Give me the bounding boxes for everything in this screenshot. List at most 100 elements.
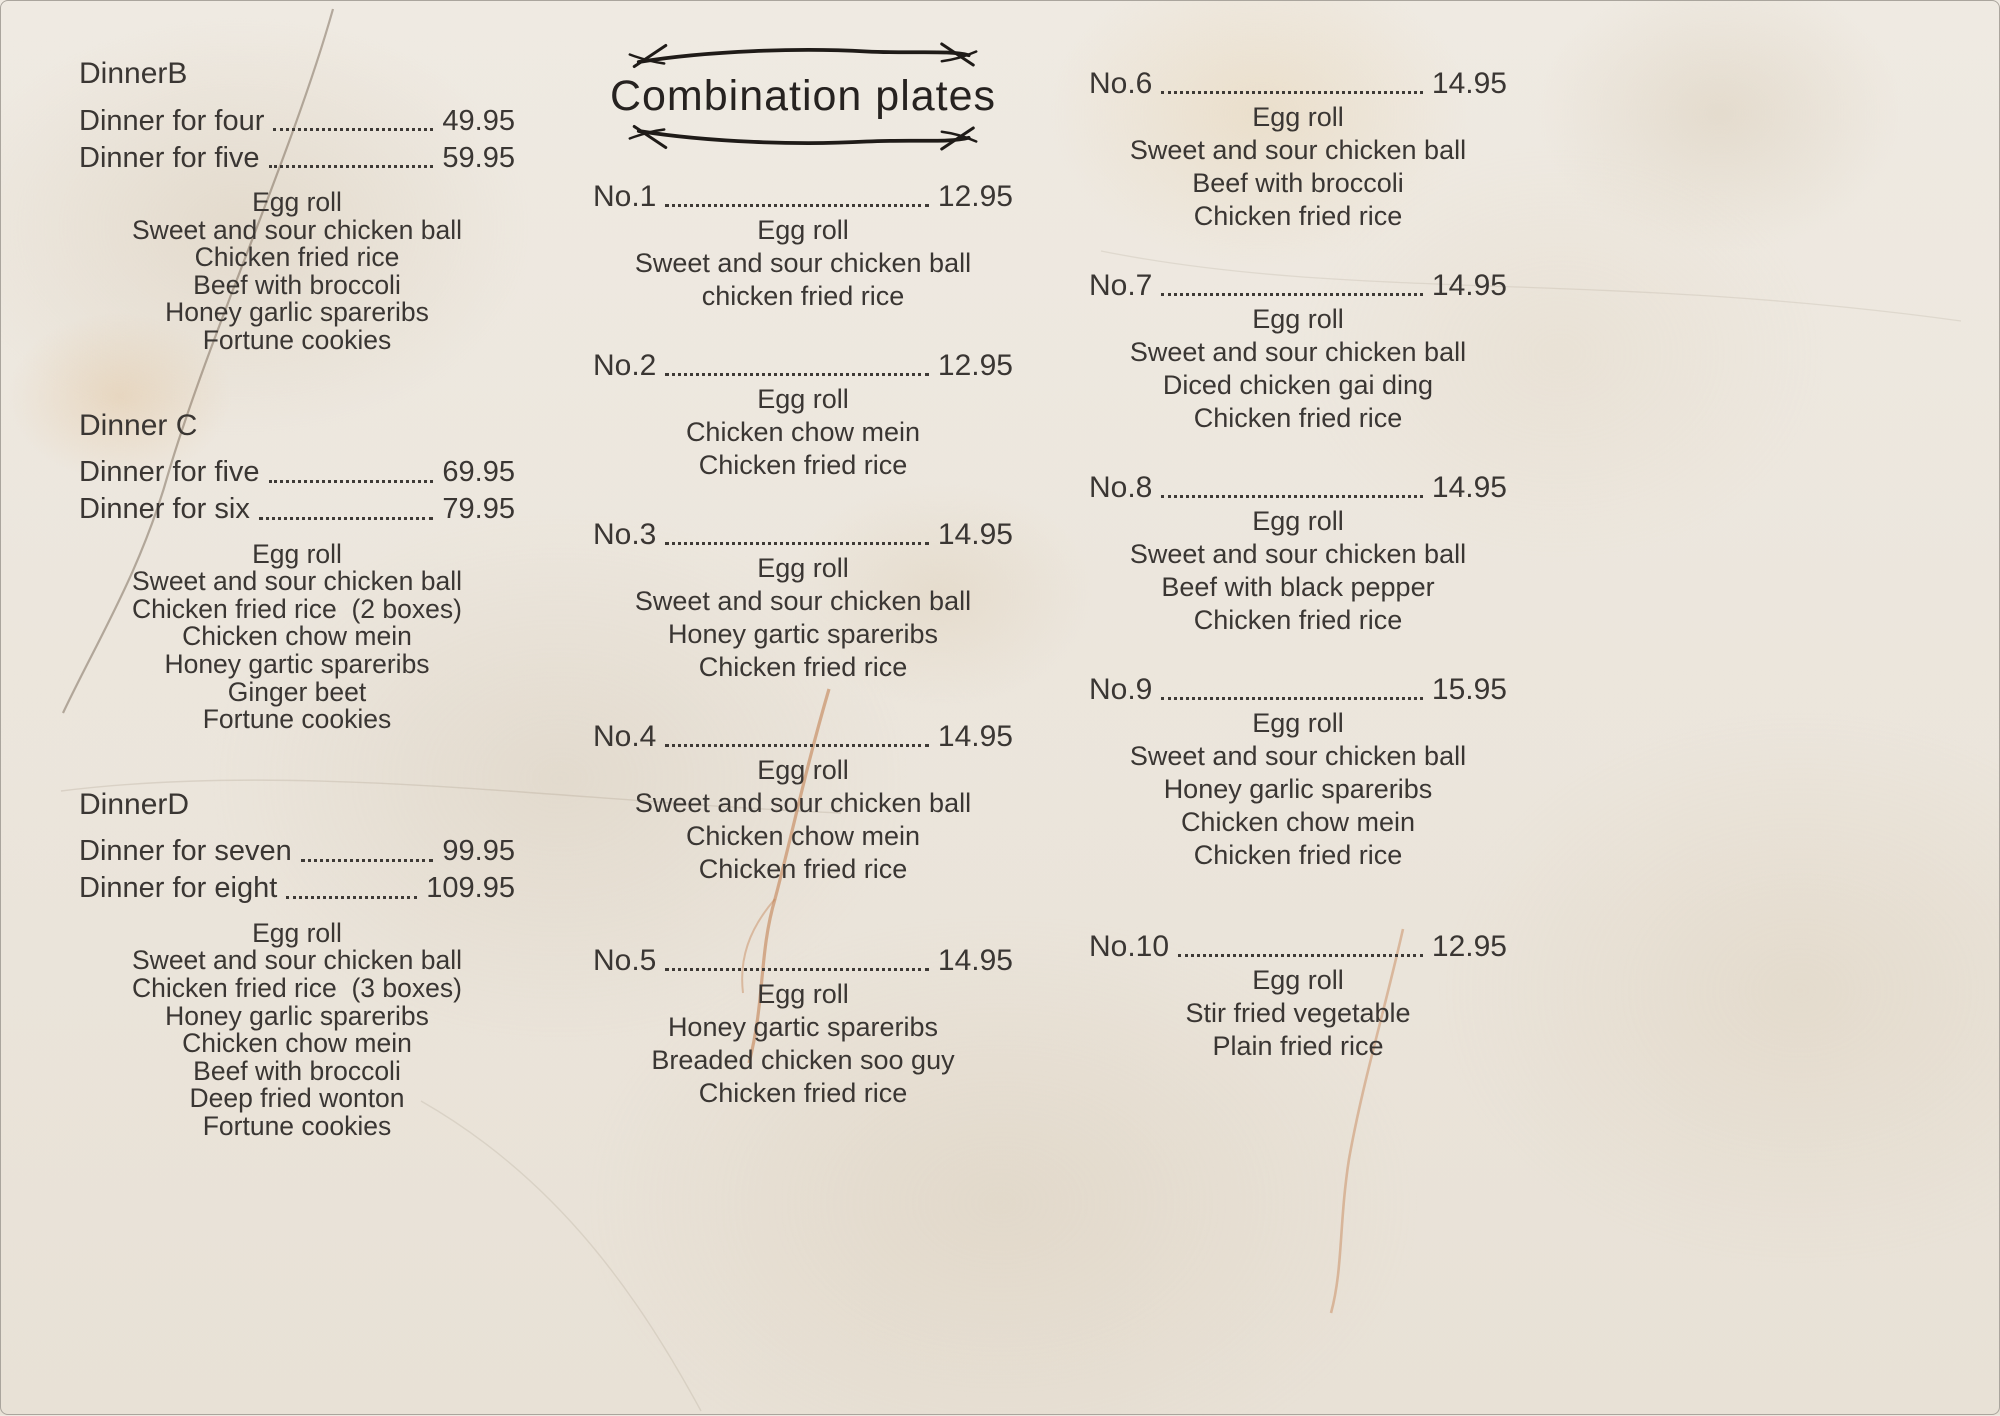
combo-section: No.8 14.95 Egg roll Sweet and sour chicken … [1089,471,1507,637]
combo-number: No.2 [593,348,657,382]
dish-item: Sweet and sour chicken ball [634,788,972,819]
combo-section: No.9 15.95 Egg roll Sweet and sour chicken … [1089,673,1507,872]
leader-dots [665,373,929,377]
dish-item: Fortune cookies [202,324,392,355]
dish-item: Honey garlic spareribs [165,1000,429,1031]
dish-list: Egg roll Sweet and sour chicken ball Chick… [79,538,515,734]
dish-item: Sweet and sour chicken ball [132,566,462,597]
price-row: Dinner for seven 99.95 [79,832,515,869]
dinner-section: DinnerD Dinner for seven 99.95 Dinner for e… [79,788,515,1141]
price-row: Dinner for eight 109.95 [79,869,515,906]
leader-dots [273,128,434,131]
leader-dots [268,479,434,483]
dish-item: Chicken fried rice [1193,840,1403,870]
dish-item: Chicken fried rice [1193,201,1403,231]
section-heading: DinnerB [79,57,188,90]
dish-item: Chicken chow mein [1180,807,1416,837]
dish-list: Egg roll Sweet and sour chicken ball Beef … [1089,505,1507,637]
price-row: No.10 12.95 [1089,930,1507,964]
price-row: No.3 14.95 [593,518,1013,552]
combo-section: No.3 14.95 Egg roll Sweet and sour chicken … [593,518,1013,684]
option-label: Dinner for four [79,104,265,137]
option-label: Dinner for seven [79,835,292,868]
leader-dots [665,204,929,208]
combo-price: 14.95 [1431,66,1507,100]
combo-number: No.3 [593,517,657,551]
option-price: 79.95 [442,493,515,526]
combo-section: No.4 14.95 Egg roll Sweet and sour chicken … [593,720,1013,886]
price-row: No.7 14.95 [1089,269,1507,303]
combos-column-right: No.6 14.95 Egg roll Sweet and sour chicken … [1089,67,1507,1063]
dish-item: Sweet and sour chicken ball [1129,337,1467,367]
option-price: 99.95 [442,835,515,868]
combo-number: No.1 [593,179,657,213]
dish-item: Egg roll [1252,102,1344,132]
combo-number: No.5 [593,943,657,977]
leader-dots [286,895,418,899]
dish-item: Chicken fried rice [194,242,400,273]
dish-list: Egg roll Sweet and sour chicken ball chick… [593,214,1013,313]
dish-item: Chicken chow mein [685,417,921,448]
dish-list: Egg roll Sweet and sour chicken ball Honey… [593,552,1013,684]
dish-item: Honey gartic spareribs [667,1012,939,1043]
dish-item: Egg roll [1252,506,1344,536]
dish-item: Beef with broccoli [193,269,401,300]
dish-item: Chicken fried rice [1193,605,1403,635]
dish-item: Egg roll [1252,965,1344,995]
combo-number: No.9 [1089,672,1153,706]
dish-item: Honey garlic spareribs [165,297,429,328]
leader-dots [665,968,929,972]
leader-dots [268,165,434,168]
combo-section: No.2 12.95 Egg roll Chicken chow mein Chicke… [593,349,1013,482]
combo-section: No.7 14.95 Egg roll Sweet and sour chicken … [1089,269,1507,435]
leader-dots [258,516,434,520]
dinner-section: Dinner C Dinner for five 69.95 Dinner for s… [79,409,515,734]
option-label: Dinner for eight [79,872,278,905]
option-price: 49.95 [442,104,515,137]
price-row: No.6 14.95 [1089,67,1507,101]
price-row: Dinner for five 59.95 [79,138,515,175]
dish-item: Ginger beet [227,676,367,707]
price-row: Dinner for six 79.95 [79,490,515,527]
section-heading: DinnerD [79,787,190,821]
combo-number: No.4 [593,719,657,753]
combo-price: 12.95 [937,179,1013,213]
dish-item: Egg roll [252,538,342,569]
leader-dots [665,542,929,546]
dish-item: Fortune cookies [202,1110,392,1141]
dish-item: Chicken chow mein [182,1028,412,1059]
combo-price: 14.95 [1431,268,1507,302]
dinner-section: DinnerB Dinner for four 49.95 Dinner for fi… [79,57,515,355]
leader-dots [300,858,434,862]
dish-item: Beef with black pepper [1161,572,1435,602]
combo-number: No.10 [1089,929,1170,963]
dish-item: Egg roll [1252,708,1344,738]
dish-item: Chicken fried rice [698,450,908,481]
option-price: 109.95 [426,872,515,905]
dish-item: Egg roll [252,917,342,948]
combo-price: 14.95 [937,719,1013,753]
dish-item: Sweet and sour chicken ball [1129,741,1467,771]
price-row: No.4 14.95 [593,720,1013,754]
menu-title: Combination plates [609,72,997,120]
dish-item: Sweet and sour chicken ball [1129,539,1467,569]
combo-section: No.6 14.95 Egg roll Sweet and sour chicken … [1089,67,1507,233]
price-row: No.1 12.95 [593,180,1013,214]
option-label: Dinner for five [79,456,260,489]
leader-dots [1161,91,1423,94]
dish-item: Sweet and sour chicken ball [132,214,462,245]
price-row: No.9 15.95 [1089,673,1507,707]
leader-dots [665,744,929,748]
combo-price: 14.95 [1431,470,1507,504]
combo-section: No.1 12.95 Egg roll Sweet and sour chicken … [593,180,1013,313]
dish-item: Egg roll [757,553,849,584]
dish-item: Sweet and sour chicken ball [1129,135,1467,165]
dish-list: Egg roll Sweet and sour chicken ball Diced… [1089,303,1507,435]
dish-list: Egg roll Sweet and sour chicken ball Chick… [593,754,1013,886]
option-label: Dinner for five [79,141,260,174]
dish-list: Egg roll Chicken chow mein Chicken fried r… [593,383,1013,482]
dish-item: Egg roll [1252,304,1344,334]
dish-item: Honey gartic spareribs [164,648,430,679]
dish-item: Sweet and sour chicken ball [634,248,972,279]
